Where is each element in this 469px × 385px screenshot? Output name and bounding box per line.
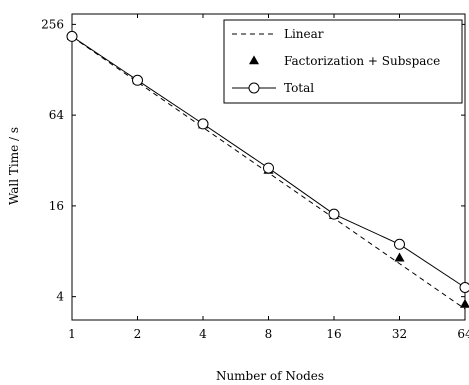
y-tick-label: 4 [56, 290, 64, 304]
x-tick-label: 2 [134, 327, 142, 341]
legend-label-2: Total [284, 81, 314, 95]
y-axis-label: Wall Time / s [7, 127, 21, 205]
legend-label-1: Factorization + Subspace [284, 54, 440, 68]
x-tick-label: 8 [265, 327, 273, 341]
series-point-triangle [459, 298, 469, 308]
series-point-triangle [394, 252, 405, 262]
legend-marker-triangle [248, 55, 260, 65]
series-point-circle [394, 238, 405, 250]
legend: Linear Factorization + Subspace Total [223, 19, 463, 104]
legend-marker-circle [248, 82, 260, 94]
x-axis-label: Number of Nodes [216, 369, 324, 383]
x-tick-label: 64 [457, 327, 469, 341]
y-tick-label: 64 [49, 108, 65, 122]
series-line-0 [71, 36, 466, 310]
x-tick-label: 32 [392, 327, 407, 341]
x-tick-label: 1 [68, 327, 76, 341]
series-point-circle [197, 118, 209, 130]
series-point-circle [328, 208, 340, 220]
y-tick-label: 16 [49, 199, 64, 213]
series-point-circle [263, 162, 274, 174]
series-point-circle [66, 30, 78, 42]
legend-label-0: Linear [284, 27, 324, 41]
series-point-circle [132, 74, 143, 86]
y-tick-label: 256 [41, 17, 64, 31]
series-point-circle [459, 282, 469, 293]
x-tick-label: 16 [326, 327, 341, 341]
x-tick-label: 4 [199, 327, 207, 341]
